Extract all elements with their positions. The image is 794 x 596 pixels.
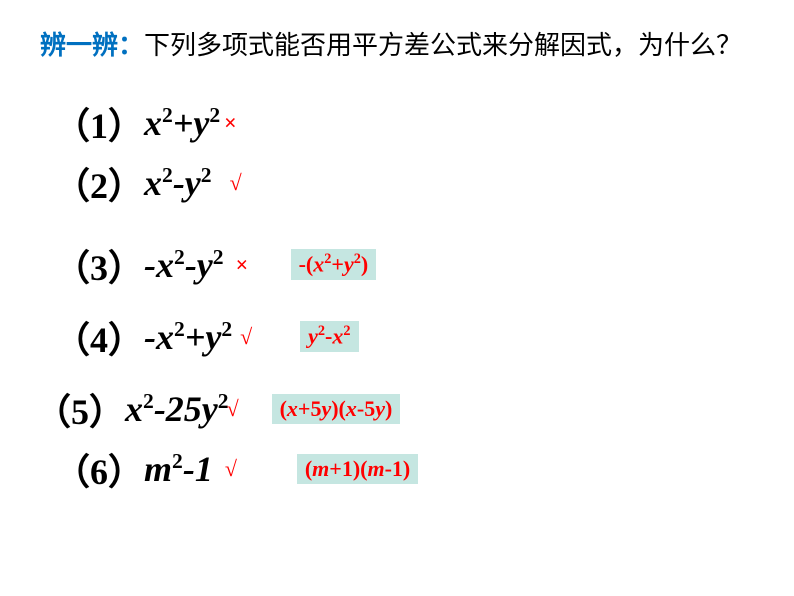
item-number: （1） (54, 97, 144, 149)
item-1: （1） x2+y2 × (54, 97, 754, 149)
item-number: （6） (54, 443, 144, 495)
header-text: 下列多项式能否用平方差公式来分解因式，为什么？ (144, 31, 742, 60)
item-expression: x2-y2 (144, 162, 212, 204)
items-container: （1） x2+y2 × （2） x2-y2 √ （3） -x2-y2 × -(x… (40, 97, 754, 495)
mark-icon: × (236, 252, 266, 278)
result-box: (x+5y)(x-5y) (272, 394, 401, 424)
result-box: -(x2+y2) (291, 249, 377, 279)
mark-icon: √ (225, 456, 255, 482)
item-4: （4） -x2+y2 √ y2-x2 (54, 311, 754, 363)
item-number: （3） (54, 239, 144, 291)
mark-icon: √ (240, 324, 270, 350)
item-number: （5） (35, 383, 125, 435)
mark-icon: √ (227, 396, 257, 422)
mark-icon: √ (230, 170, 260, 196)
item-2: （2） x2-y2 √ (54, 157, 754, 209)
item-expression: x2+y2 (144, 102, 220, 144)
item-expression: m2-1 (144, 448, 213, 490)
result-box: (m+1)(m-1) (297, 454, 418, 484)
question-header: 辨一辨：下列多项式能否用平方差公式来分解因式，为什么？ (40, 25, 754, 67)
item-6: （6） m2-1 √ (m+1)(m-1) (54, 443, 754, 495)
item-expression: -x2-y2 (144, 244, 224, 286)
item-3: （3） -x2-y2 × -(x2+y2) (54, 239, 754, 291)
item-5: （5） x2-25y2 √ (x+5y)(x-5y) (35, 383, 754, 435)
item-number: （4） (54, 311, 144, 363)
item-expression: x2-25y2 (125, 388, 229, 430)
mark-icon: × (224, 110, 254, 136)
result-box: y2-x2 (300, 321, 358, 351)
item-expression: -x2+y2 (144, 316, 232, 358)
item-number: （2） (54, 157, 144, 209)
header-label: 辨一辨： (40, 30, 144, 60)
